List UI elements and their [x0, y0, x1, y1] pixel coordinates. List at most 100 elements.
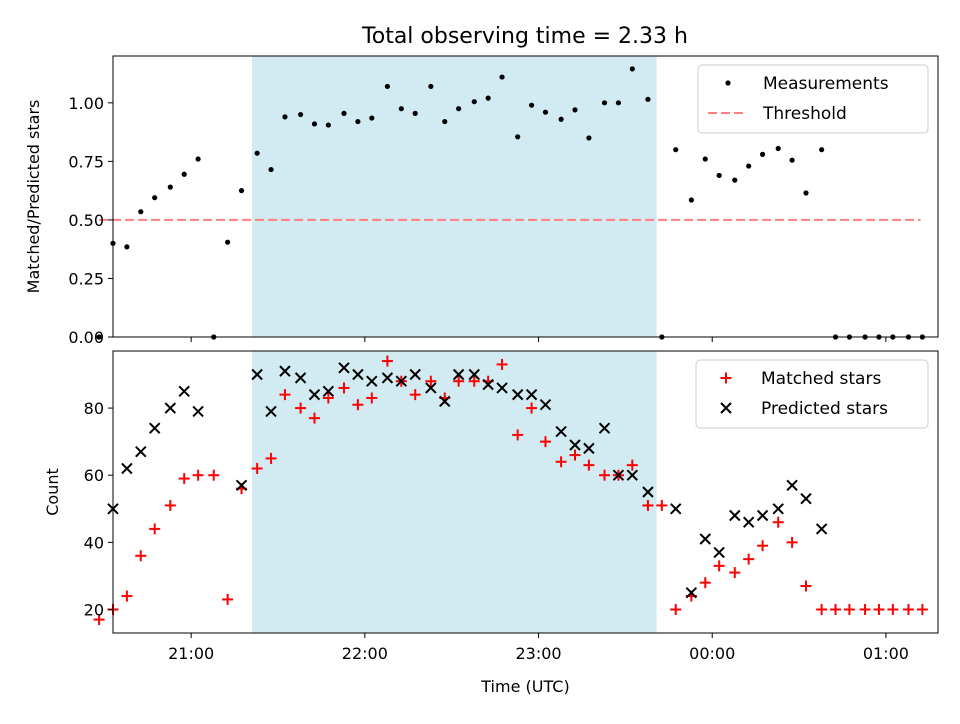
- bottom-panel: 20 40 60 80 21:00 22:00 23:00 00:00 01:00 Count Ti…: [43, 350, 939, 696]
- predicted-star-point: [265, 405, 277, 418]
- predicted-star-point: [164, 402, 177, 414]
- matched-star-point: [192, 469, 204, 481]
- predicted-star-stroke-b: [439, 395, 451, 408]
- predicted-star-stroke-b: [178, 385, 190, 397]
- predicted-star-stroke-b: [308, 388, 321, 401]
- measurement-point: [311, 121, 318, 127]
- legend-label: Measurements: [763, 74, 889, 94]
- measurement-point: [195, 156, 201, 162]
- measurement-point: [688, 197, 694, 203]
- predicted-star-stroke-b: [135, 446, 147, 458]
- predicted-star-stroke-b: [583, 442, 595, 455]
- matched-star-point: [772, 516, 784, 528]
- legend-label: Predicted stars: [761, 399, 888, 419]
- predicted-star-stroke-b: [294, 372, 307, 384]
- predicted-star-point: [135, 446, 147, 458]
- predicted-star-stroke-b: [164, 402, 177, 414]
- matched-star-point: [642, 499, 654, 511]
- x-tick-label: 00:00: [689, 644, 735, 663]
- observing-span-shade: [251, 351, 657, 633]
- matched-star-point: [322, 392, 334, 404]
- predicted-star-point: [511, 388, 524, 401]
- predicted-star-stroke-b: [511, 388, 524, 401]
- measurement-point: [384, 83, 391, 90]
- matched-star-point: [729, 567, 741, 579]
- measurement-point: [572, 107, 578, 113]
- y-axis-label: Matched/Predicted stars: [24, 100, 43, 294]
- measurement-point: [138, 209, 144, 215]
- measurement-point: [341, 110, 347, 116]
- y-tick-label: 60: [84, 466, 104, 485]
- matched-star-point: [496, 358, 508, 370]
- measurement-point: [238, 188, 245, 194]
- matched-star-point: [295, 402, 307, 414]
- predicted-star-point: [685, 587, 698, 599]
- matched-star-point: [135, 550, 147, 562]
- y-tick-label: 80: [84, 399, 104, 418]
- predicted-star-stroke-b: [381, 372, 394, 384]
- measurement-point: [716, 172, 722, 179]
- predicted-star-point: [555, 425, 567, 438]
- top-panel: 0.00 0.25 0.50 0.75 1.00 Matched/Predicted st…: [24, 55, 939, 347]
- x-tick-label: 22:00: [342, 644, 388, 663]
- matched-star-point: [873, 604, 885, 615]
- measurement-point: [167, 184, 173, 190]
- y-tick-label: 40: [84, 533, 104, 552]
- legend: Matched stars Predicted stars: [695, 359, 929, 429]
- matched-star-point: [222, 593, 234, 605]
- predicted-star-stroke-b: [685, 587, 698, 599]
- matched-star-point: [599, 469, 611, 481]
- predicted-star-point: [235, 479, 248, 491]
- predicted-star-point: [699, 533, 711, 545]
- predicted-star-stroke-b: [670, 503, 682, 515]
- measurement-point: [803, 190, 809, 196]
- predicted-star-point: [352, 368, 364, 381]
- predicted-star-stroke-b: [352, 368, 364, 381]
- predicted-star-stroke-b: [468, 368, 480, 381]
- measurement-point: [645, 96, 651, 102]
- predicted-star-point: [409, 368, 421, 381]
- measurement-point: [515, 134, 521, 140]
- matched-star-point: [699, 577, 711, 589]
- y-axis-label: Count: [43, 468, 62, 516]
- predicted-star-point: [642, 486, 654, 498]
- x-tick-label: 01:00: [863, 644, 909, 663]
- measurement-point: [428, 83, 434, 90]
- predicted-star-point: [626, 469, 639, 481]
- measurement-point: [124, 244, 130, 250]
- predicted-star-point: [308, 388, 321, 401]
- matched-star-point: [816, 604, 828, 615]
- matched-star-point: [512, 429, 524, 441]
- predicted-star-point: [670, 503, 682, 515]
- predicted-star-point: [496, 382, 508, 394]
- legend-label: Matched stars: [761, 369, 881, 389]
- predicted-star-point: [192, 405, 204, 418]
- legend: Measurements Threshold: [697, 64, 929, 134]
- y-tick-label: 0.00: [68, 328, 104, 347]
- measurement-point: [558, 116, 564, 122]
- predicted-star-stroke-b: [366, 375, 378, 387]
- measurement-point: [528, 102, 535, 108]
- measurement-point: [268, 166, 274, 173]
- predicted-star-point: [381, 372, 394, 384]
- matched-star-point: [366, 392, 378, 404]
- predicted-star-stroke-b: [555, 425, 567, 438]
- predicted-star-stroke-b: [729, 509, 741, 522]
- y-tick-label: 1.00: [68, 94, 104, 113]
- matched-star-point: [800, 580, 812, 592]
- x-tick-label: 23:00: [515, 644, 561, 663]
- predicted-star-point: [800, 493, 812, 505]
- predicted-star-stroke-b: [121, 462, 133, 475]
- predicted-star-stroke-b: [338, 362, 350, 374]
- chart-title: Total observing time = 2.33 h: [361, 24, 688, 49]
- matched-star-point: [453, 375, 465, 387]
- predicted-star-stroke-b: [251, 368, 263, 381]
- predicted-star-stroke-b: [642, 486, 654, 498]
- measurement-point: [759, 151, 766, 157]
- matched-star-point: [902, 604, 914, 615]
- predicted-star-point: [786, 479, 798, 491]
- matched-star-point: [425, 375, 437, 387]
- measurement-point: [442, 118, 448, 125]
- matched-star-point: [308, 412, 320, 424]
